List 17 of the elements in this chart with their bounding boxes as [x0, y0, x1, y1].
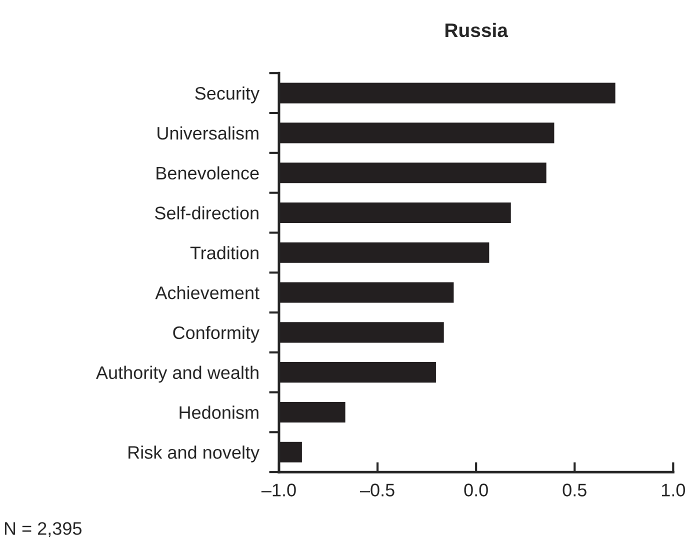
x-tick-label: –1.0 [261, 484, 296, 496]
x-tick-label: 0.0 [464, 484, 488, 496]
y-tick-label: Benevolence [156, 166, 259, 180]
y-tick-label: Achievement [155, 286, 260, 300]
y-tick-label: Authority and wealth [96, 366, 258, 383]
y-tick-label: Security [195, 86, 260, 104]
x-tick-label: –0.5 [360, 484, 394, 496]
text: N = 2,395 [4, 522, 82, 538]
chart-title: Russia [446, 22, 508, 38]
x-tick-label: 0.5 [562, 484, 586, 496]
y-tick-label: Universalism [158, 126, 258, 140]
y-tick-label: Risk and novelty [128, 446, 260, 462]
y-tick-label: Hedonism [180, 406, 258, 419]
y-tick-label: Self-direction [155, 206, 258, 220]
y-tick-label: Tradition [190, 246, 258, 260]
x-tick-label: 1.0 [662, 484, 686, 496]
y-tick-label: Conformity [173, 326, 260, 343]
